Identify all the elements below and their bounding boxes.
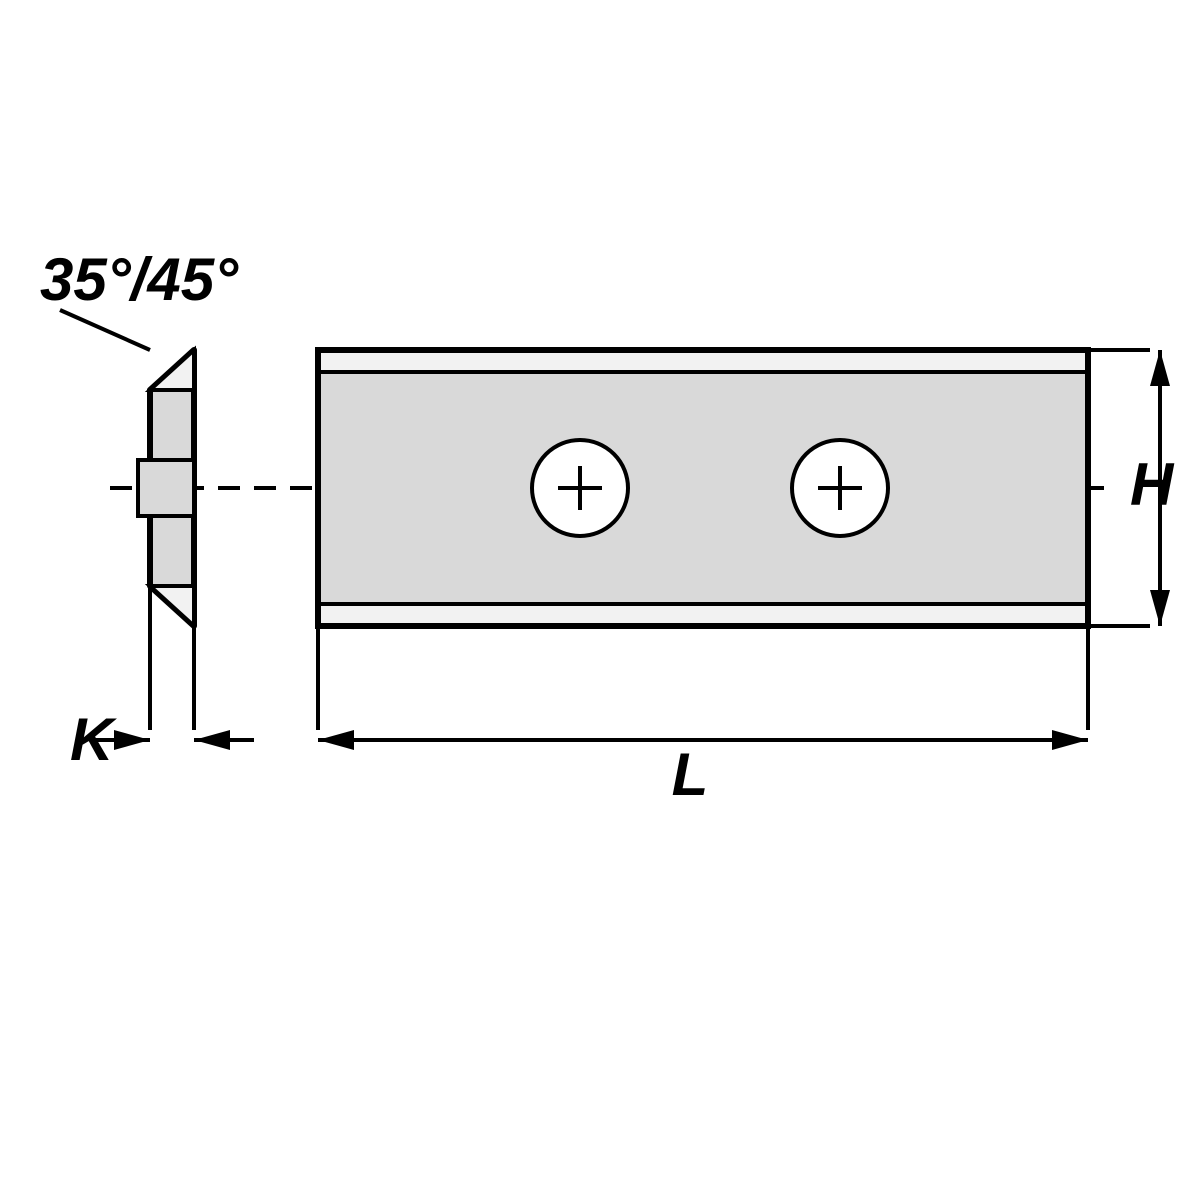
h-label: H [1130,451,1175,518]
l-label: L [672,741,709,808]
side-notch [138,460,194,516]
front-chamfer-bottom [318,604,1088,626]
front-body [318,350,1088,626]
front-chamfer-top [318,350,1088,372]
front-view: LH [318,350,1175,808]
angle-label: 35°/45° [40,246,239,313]
k-label: K [70,706,117,773]
